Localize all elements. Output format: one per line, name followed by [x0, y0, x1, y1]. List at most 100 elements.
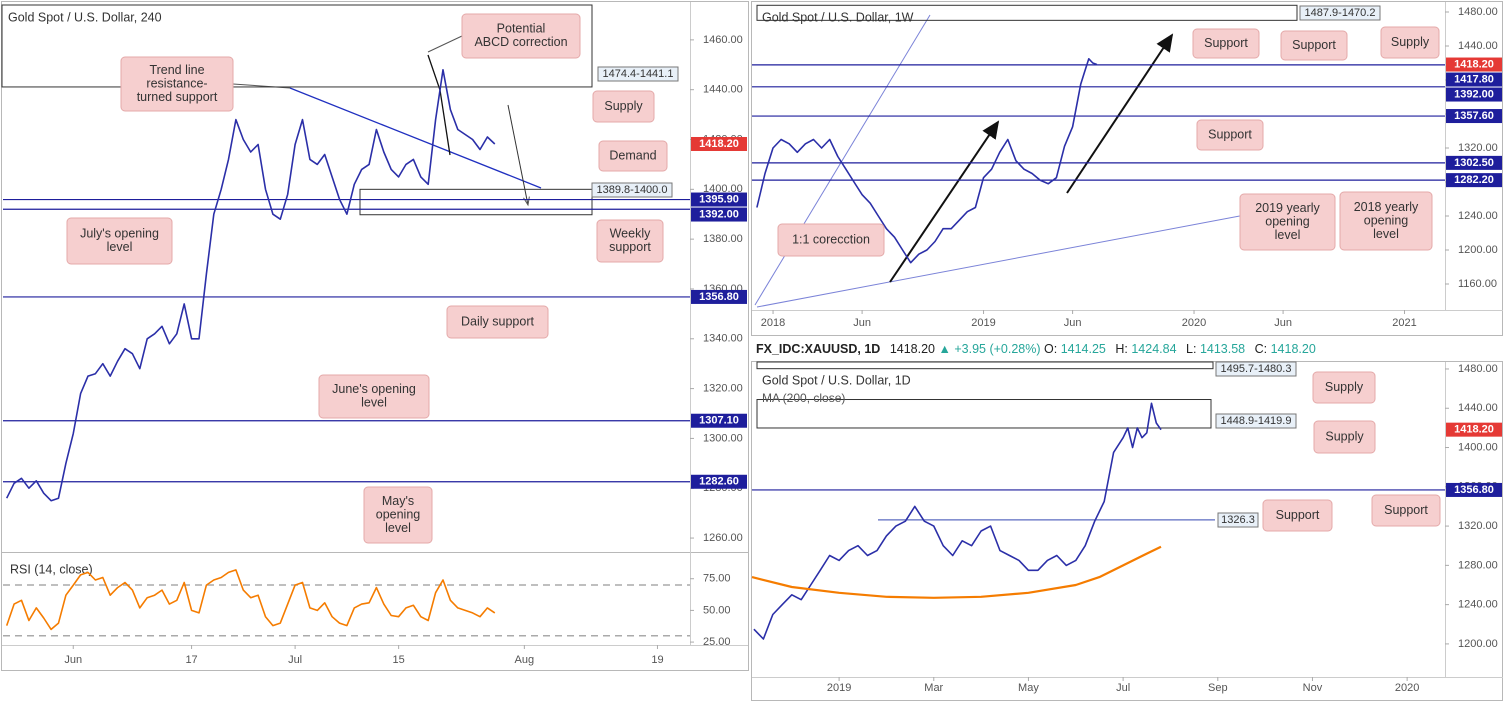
- x-tick-label: Jun: [64, 654, 82, 666]
- price-line: [5, 69, 496, 502]
- callout-text: level: [1373, 227, 1399, 241]
- callout: [1192, 28, 1260, 59]
- price-tag-label: 1392.00: [699, 208, 739, 220]
- zone-label: 1487.9-1470.2: [1305, 7, 1376, 19]
- chart-title: RSI (14, close): [10, 562, 93, 576]
- callout-text: Supply: [1391, 35, 1430, 49]
- last-price: 1418.20: [889, 342, 935, 356]
- callout-text: Support: [1292, 38, 1336, 52]
- callout-text: 1:1 corecction: [792, 232, 870, 246]
- x-tick-label: 2021: [1392, 317, 1416, 329]
- price-tag-label: 1418.20: [1454, 424, 1494, 436]
- callout: [1313, 420, 1376, 454]
- callout-text: 2019 yearly: [1255, 201, 1320, 215]
- callout-text: Support: [1276, 508, 1320, 522]
- price-tag: [1446, 109, 1502, 124]
- x-tick-label: 2020: [1395, 682, 1419, 694]
- callout-text: support: [609, 240, 651, 254]
- panel-frame: [1, 1, 749, 671]
- callout-text: opening: [1265, 214, 1310, 228]
- change: +3.95 (+0.28%): [954, 342, 1041, 356]
- zone-label-box: [597, 66, 679, 82]
- y-tick-label: 1200.00: [1458, 244, 1498, 256]
- y-tick-label: 1320.00: [1458, 520, 1498, 532]
- callout: [120, 56, 234, 112]
- y-tick-label: 1280.00: [1458, 559, 1498, 571]
- price-tag-label: 1357.60: [1454, 110, 1494, 122]
- callout-text: Supply: [604, 99, 643, 113]
- abcd-leg: [427, 54, 451, 156]
- y-tick-label: 1460.00: [703, 34, 743, 46]
- callout-text: opening: [1364, 213, 1409, 227]
- field-value: 1424.84: [1131, 342, 1177, 356]
- price-tag: [691, 413, 747, 428]
- zone: [359, 188, 593, 216]
- callout-text: Supply: [1325, 380, 1364, 394]
- callout-text: June's opening: [332, 382, 416, 396]
- level-label: 1326.3: [1221, 514, 1255, 526]
- y-tick-label: 50.00: [703, 604, 731, 616]
- callout-text: opening: [376, 507, 421, 521]
- y-tick-label: 1480.00: [1458, 363, 1498, 375]
- price-line: [5, 569, 496, 631]
- price-tag-label: 1302.50: [1454, 157, 1494, 169]
- price-tag: [1446, 422, 1502, 437]
- level-label-box: [1217, 512, 1259, 528]
- y-tick-label: 1440.00: [703, 84, 743, 96]
- price-tag: [691, 136, 747, 151]
- callout-text: Trend line: [149, 63, 204, 77]
- trend-line: [289, 87, 542, 189]
- y-tick-label: 1440.00: [1458, 402, 1498, 414]
- x-tick-label: Mar: [924, 682, 943, 694]
- zone-label: 1448.9-1419.9: [1221, 415, 1292, 427]
- price-tag: [691, 474, 747, 489]
- x-tick-label: 2020: [1182, 317, 1206, 329]
- price-tag: [1446, 155, 1502, 170]
- chart-title: Gold Spot / U.S. Dollar, 1D: [762, 373, 911, 387]
- y-tick-label: 1480.00: [1458, 6, 1498, 18]
- x-tick-label: Jul: [288, 654, 302, 666]
- callout-text: turned support: [137, 90, 218, 104]
- price-tag-label: 1418.20: [699, 138, 739, 150]
- price-tag-label: 1418.20: [1454, 58, 1494, 70]
- callout-text: resistance-: [146, 76, 207, 90]
- x-tick-label: 15: [393, 654, 405, 666]
- x-tick-label: 2018: [761, 317, 785, 329]
- callout-text: Weekly: [610, 227, 652, 241]
- callout-text: level: [385, 521, 411, 535]
- x-tick-label: Nov: [1303, 682, 1323, 694]
- x-tick-label: 19: [651, 654, 663, 666]
- y-tick-label: 75.00: [703, 573, 731, 585]
- quote-bar: FX_IDC:XAUUSD, 1D 1418.20 ▲ +3.95 (+0.28…: [756, 342, 1322, 356]
- field-value: 1414.25: [1060, 342, 1106, 356]
- callout: [596, 219, 664, 263]
- field-key: L:: [1186, 342, 1197, 356]
- y-tick-label: 1400.00: [1458, 441, 1498, 453]
- x-tick-label: Jun: [1064, 317, 1082, 329]
- y-tick-label: 1380.00: [703, 233, 743, 245]
- field-value: 1418.20: [1270, 342, 1316, 356]
- panel-frame: [751, 1, 1503, 336]
- callout: [66, 217, 173, 265]
- price-tag-label: 1282.60: [699, 476, 739, 488]
- y-tick-label: 1320.00: [1458, 142, 1498, 154]
- price-tag: [1446, 173, 1502, 188]
- x-tick-label: 2019: [827, 682, 851, 694]
- field-key: O:: [1044, 342, 1058, 356]
- move-arrow: [889, 120, 1000, 283]
- price-tag-label: 1395.90: [699, 193, 739, 205]
- price-tag: [1446, 482, 1502, 497]
- chart-title: Gold Spot / U.S. Dollar, 240: [8, 10, 162, 24]
- zone: [756, 361, 1214, 370]
- callout-text: Support: [1204, 36, 1248, 50]
- zone: [756, 399, 1212, 429]
- price-line: [756, 58, 1098, 264]
- price-tag-label: 1356.80: [699, 291, 739, 303]
- x-tick-label: 17: [185, 654, 197, 666]
- y-tick-label: 25.00: [703, 636, 731, 648]
- callout: [1280, 30, 1348, 61]
- zone-label-box: [591, 182, 673, 198]
- callout: [446, 305, 549, 339]
- field-value: 1413.58: [1199, 342, 1246, 356]
